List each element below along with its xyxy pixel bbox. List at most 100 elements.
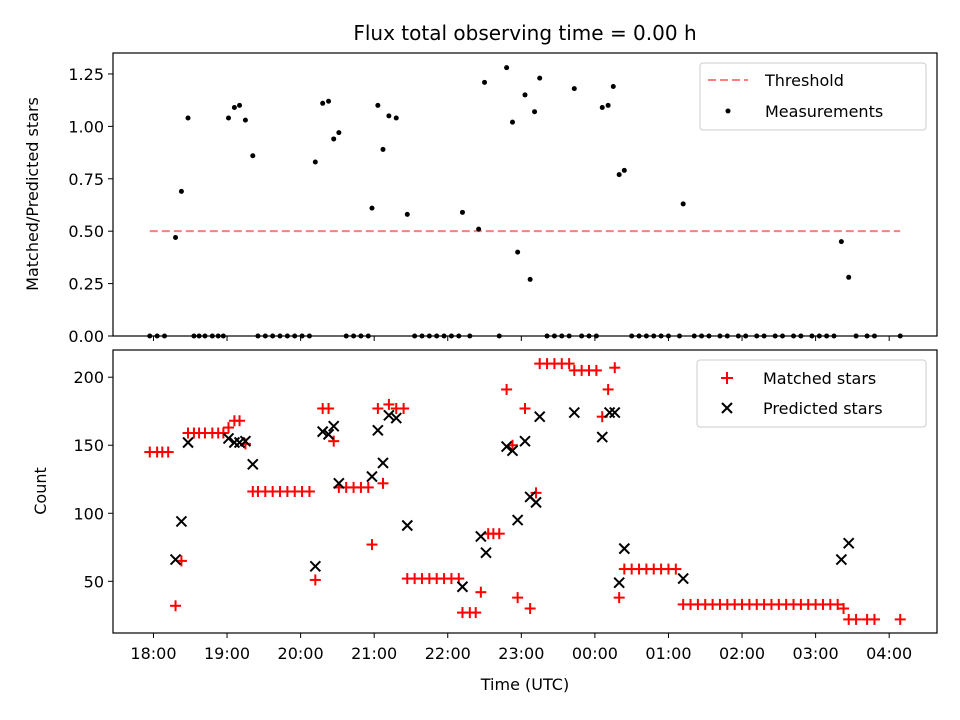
matched-star-point — [868, 613, 880, 625]
x-tick-label: 01:00 — [645, 644, 691, 663]
measurement-point — [375, 102, 381, 108]
measurement-point — [320, 100, 326, 106]
legend-matched-label: Matched stars — [763, 369, 876, 388]
bottom-axes-frame — [112, 349, 938, 634]
x-tick-label: 22:00 — [425, 644, 471, 663]
measurement-point — [532, 109, 538, 115]
matched-star-point — [519, 403, 531, 415]
predicted-star-point — [530, 496, 542, 509]
matched-star-point — [613, 592, 625, 604]
y-tick-label: 200 — [73, 368, 104, 387]
top-axes-frame — [112, 52, 938, 337]
matched-star-point — [377, 477, 389, 489]
measurement-point — [504, 65, 510, 71]
matched-star-point — [850, 613, 862, 625]
y-tick-label: 150 — [73, 436, 104, 455]
measurement-point — [312, 159, 318, 165]
measurement-point — [185, 115, 191, 121]
matched-star-point — [303, 486, 315, 497]
predicted-star-point — [506, 444, 519, 457]
measurement-point — [605, 102, 611, 108]
chart-title: Flux total observing time = 0.00 h — [353, 21, 696, 45]
top-y-axis-label: Matched/Predicted stars — [23, 97, 42, 291]
top-plot-area — [147, 65, 903, 339]
y-tick-label: 0.25 — [68, 275, 104, 294]
bottom-panel: 50 100 150 200 18:00 19:00 20:00 21:00 22:00 23:… — [31, 349, 938, 694]
predicted-star-point — [333, 477, 345, 490]
x-axis-label: Time (UTC) — [480, 675, 569, 694]
matched-star-point — [602, 383, 614, 395]
predicted-star-point — [239, 435, 252, 447]
predicted-star-point — [480, 547, 492, 559]
measurement-point — [509, 119, 515, 125]
predicted-star-point — [677, 572, 689, 585]
y-tick-label: 0.50 — [68, 222, 104, 241]
y-tick-label: 1.25 — [68, 65, 104, 84]
predicted-star-point — [843, 537, 855, 549]
bottom-plot-area — [144, 358, 906, 625]
predicted-star-point — [613, 576, 625, 589]
x-tick-label: 00:00 — [572, 644, 618, 663]
matched-star-point — [234, 415, 246, 427]
predicted-star-point — [228, 436, 241, 449]
matched-star-point — [170, 600, 182, 612]
x-tick-label: 23:00 — [498, 644, 544, 663]
predicted-star-point — [835, 553, 848, 566]
matched-star-point — [383, 398, 395, 410]
top-panel: Flux total observing time = 0.00 h 0.000… — [23, 21, 938, 346]
matched-star-point — [372, 403, 384, 415]
measurement-point — [616, 172, 622, 178]
measurement-point — [846, 274, 852, 280]
measurement-point — [838, 239, 844, 245]
matched-star-point — [524, 603, 536, 615]
measurement-point — [476, 226, 482, 232]
y-tick-label: 100 — [73, 504, 104, 523]
matched-star-point — [590, 364, 602, 376]
predicted-star-point — [475, 530, 487, 543]
predicted-star-point — [366, 470, 378, 483]
x-tick-label: 19:00 — [204, 644, 250, 663]
predicted-star-point — [609, 406, 621, 419]
predicted-star-point — [390, 412, 402, 424]
predicted-star-point — [618, 542, 631, 555]
measurement-point — [537, 75, 543, 81]
matched-star-point — [323, 403, 335, 415]
predicted-star-point — [519, 435, 531, 447]
x-tick-label: 18:00 — [130, 644, 176, 663]
legend-measurements-label: Measurements — [765, 102, 883, 121]
y-tick-label: 50 — [84, 572, 104, 591]
predicted-star-point — [169, 553, 182, 566]
measurement-point — [515, 249, 521, 255]
measurement-point — [621, 167, 627, 173]
measurement-point — [610, 84, 616, 90]
measurement-point — [336, 130, 342, 136]
matched-star-point — [838, 603, 850, 615]
measurement-point — [242, 117, 248, 123]
matched-star-point — [223, 422, 235, 434]
matched-star-point — [894, 613, 906, 625]
measurement-point — [331, 136, 337, 142]
measurement-point — [459, 209, 465, 215]
predicted-star-point — [401, 519, 413, 532]
matched-star-point — [609, 362, 621, 374]
measurement-point — [527, 276, 533, 282]
measurement-point — [522, 92, 528, 98]
y-tick-label: 1.00 — [68, 117, 104, 136]
predicted-star-point — [383, 409, 395, 422]
predicted-star-point — [309, 560, 322, 573]
legend-predicted-label: Predicted stars — [763, 399, 883, 418]
matched-star-point — [328, 435, 340, 447]
matched-star-point — [530, 487, 542, 499]
matched-star-point — [670, 563, 682, 575]
predicted-star-point — [322, 428, 335, 441]
predicted-star-point — [456, 581, 469, 593]
bottom-legend-box — [696, 359, 927, 428]
top-legend: Threshold Measurements — [699, 62, 927, 131]
matched-star-point — [217, 427, 229, 439]
predicted-star-point — [603, 406, 616, 419]
predicted-star-point — [316, 425, 329, 438]
predicted-star-point — [328, 420, 340, 432]
x-tick-label: 03:00 — [793, 644, 839, 663]
measurement-point — [369, 205, 375, 211]
